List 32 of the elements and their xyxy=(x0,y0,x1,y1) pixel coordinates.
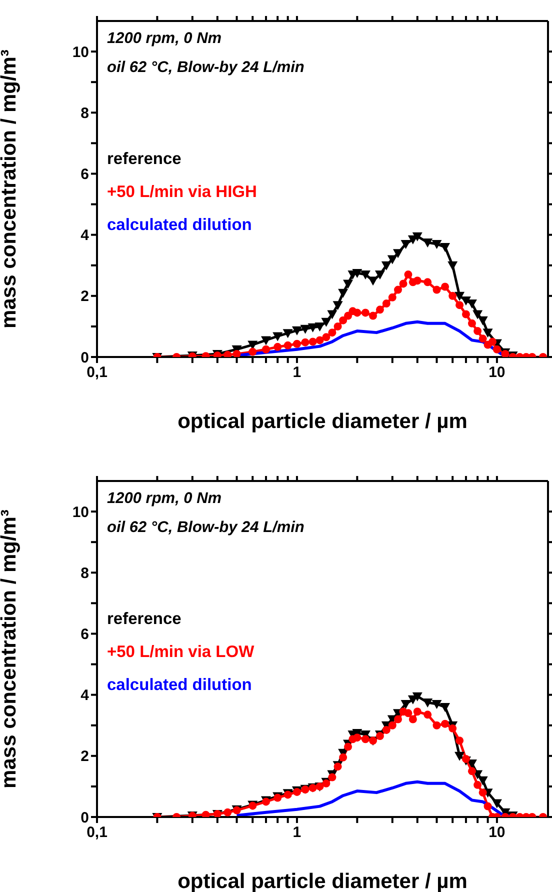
x-tick-label: 0,1 xyxy=(86,824,108,841)
y-axis-title: mass concentration / mg/m³ xyxy=(0,510,20,788)
text: +50 L/min via HIGH xyxy=(107,183,257,203)
y-tick-label: 0 xyxy=(80,809,89,826)
y-tick-label: 0 xyxy=(80,349,89,366)
x-tick-label: 10 xyxy=(488,824,506,841)
y-tick-label: 2 xyxy=(80,288,89,306)
y-axis-title: mass concentration / mg/m³ xyxy=(0,50,20,328)
x-tick-label: 1 xyxy=(292,364,302,381)
x-tick-label: 10 xyxy=(488,364,506,381)
annotation: 1200 rpm, 0 Nm xyxy=(107,30,222,48)
y-tick-label: 10 xyxy=(72,44,89,61)
x-axis-title: optical particle diameter / µm xyxy=(178,870,468,892)
annotation: oil 62 °C, Blow-by 24 L/min xyxy=(107,519,304,537)
y-tick-label: 6 xyxy=(80,166,89,184)
y-tick-label: 4 xyxy=(80,227,90,244)
y-tick-label: 8 xyxy=(80,564,89,582)
y-tick-label: 2 xyxy=(80,748,89,766)
text: calculated dilution xyxy=(107,216,253,236)
text: +50 L/min via LOW xyxy=(107,643,254,663)
text: reference xyxy=(107,150,182,170)
text: reference xyxy=(107,610,182,630)
x-tick-label: 0,1 xyxy=(86,364,108,381)
y-tick-label: 4 xyxy=(80,687,90,704)
x-tick-label: 1 xyxy=(292,824,302,841)
text: calculated dilution xyxy=(107,676,253,696)
annotation: 1200 rpm, 0 Nm xyxy=(107,490,222,508)
x-axis-title: optical particle diameter / µm xyxy=(178,410,468,433)
y-tick-label: 8 xyxy=(80,104,89,122)
y-tick-label: 10 xyxy=(72,504,89,521)
annotation: oil 62 °C, Blow-by 24 L/min xyxy=(107,59,304,77)
y-tick-label: 6 xyxy=(80,626,89,644)
